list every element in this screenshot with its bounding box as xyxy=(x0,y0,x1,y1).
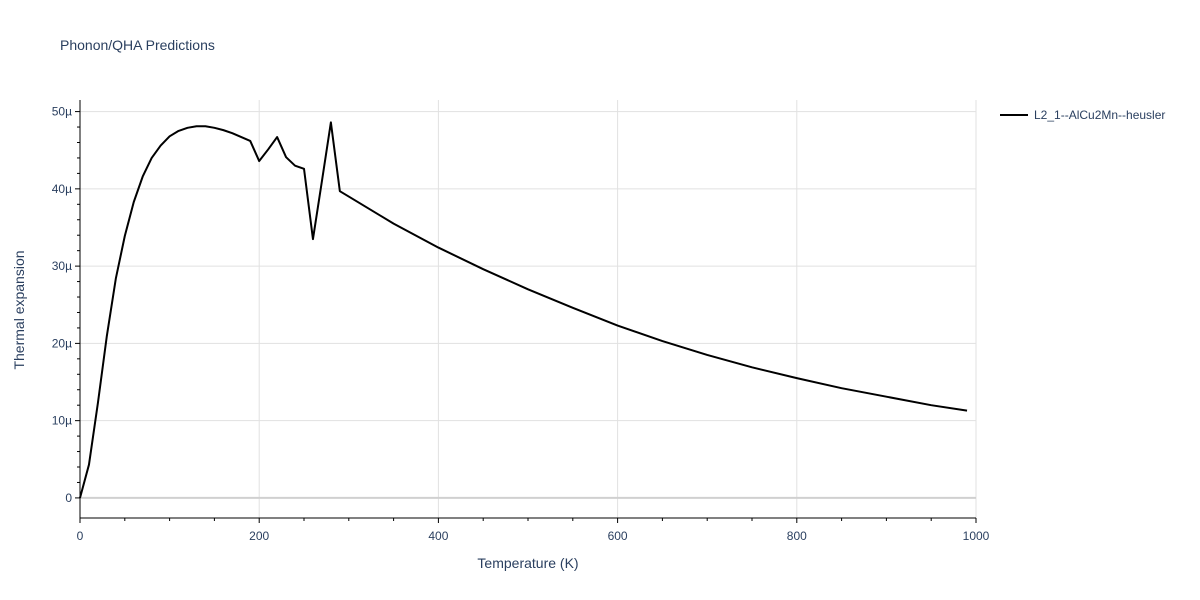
tick-label-layer: 0 200 400 600 800 1000 0 10µ 20µ 30µ 40µ 50µ xyxy=(52,105,990,543)
x-tick-label: 200 xyxy=(249,529,269,543)
x-tick-label: 800 xyxy=(787,529,807,543)
y-tick-label: 40µ xyxy=(52,182,72,196)
y-tick-label: 50µ xyxy=(52,105,72,119)
legend-label[interactable]: L2_1--AlCu2Mn--heusler xyxy=(1034,108,1165,122)
y-tick-label: 20µ xyxy=(52,336,72,350)
x-tick-label: 400 xyxy=(428,529,448,543)
legend[interactable]: L2_1--AlCu2Mn--heusler xyxy=(1000,108,1165,122)
y-tick-label: 0 xyxy=(65,491,72,505)
grid-layer xyxy=(80,100,977,518)
chart-title: Phonon/QHA Predictions xyxy=(60,37,215,53)
y-tick-label: 10µ xyxy=(52,414,72,428)
y-tick-label: 30µ xyxy=(52,259,72,273)
series-line[interactable] xyxy=(79,121,968,499)
x-tick-label: 600 xyxy=(608,529,628,543)
y-axis-title: Thermal expansion xyxy=(11,250,27,369)
series-layer xyxy=(79,121,968,499)
axis-layer xyxy=(75,100,977,523)
x-axis-title: Temperature (K) xyxy=(477,555,578,571)
x-tick-label: 0 xyxy=(77,529,84,543)
x-tick-label: 1000 xyxy=(963,529,990,543)
